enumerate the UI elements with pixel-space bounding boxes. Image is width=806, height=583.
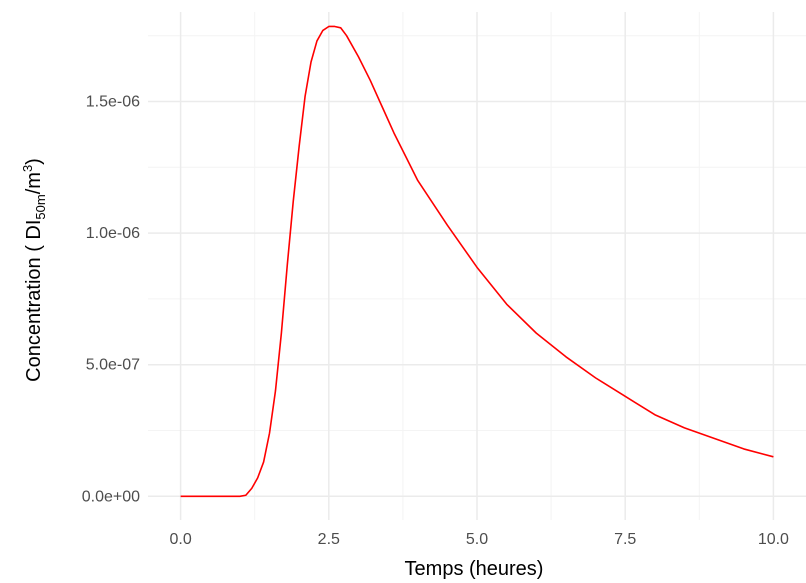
x-tick-label: 0.0 bbox=[169, 531, 191, 548]
series-layer bbox=[180, 25, 774, 498]
x-tick-label: 5.0 bbox=[466, 531, 488, 548]
y-tick-labels: 0.0e+00 5.0e-07 1.0e-06 1.5e-06 bbox=[82, 93, 140, 505]
y-axis-title: Concentration ( DI50m/m3) bbox=[20, 158, 48, 382]
y-tick-label: 1.0e-06 bbox=[86, 225, 140, 242]
x-tick-labels: 0.0 2.5 5.0 7.5 10.0 bbox=[169, 531, 789, 548]
y-axis-title-subscript: 50m bbox=[33, 194, 48, 219]
series-line-0 bbox=[180, 25, 774, 498]
y-axis-title-superscript: 3 bbox=[20, 165, 35, 172]
y-axis-title-prefix: Concentration ( DI bbox=[23, 220, 45, 382]
x-tick-label: 2.5 bbox=[318, 531, 340, 548]
x-axis-title: Temps (heures) bbox=[405, 558, 544, 580]
x-tick-label: 10.0 bbox=[758, 531, 789, 548]
y-axis-title-middle: /m bbox=[23, 172, 45, 194]
grid-major bbox=[148, 12, 806, 520]
y-tick-label: 5.0e-07 bbox=[86, 357, 140, 374]
x-tick-label: 7.5 bbox=[614, 531, 636, 548]
y-axis-title-suffix: ) bbox=[23, 158, 45, 165]
y-tick-label: 0.0e+00 bbox=[82, 488, 140, 505]
y-tick-label: 1.5e-06 bbox=[86, 93, 140, 110]
